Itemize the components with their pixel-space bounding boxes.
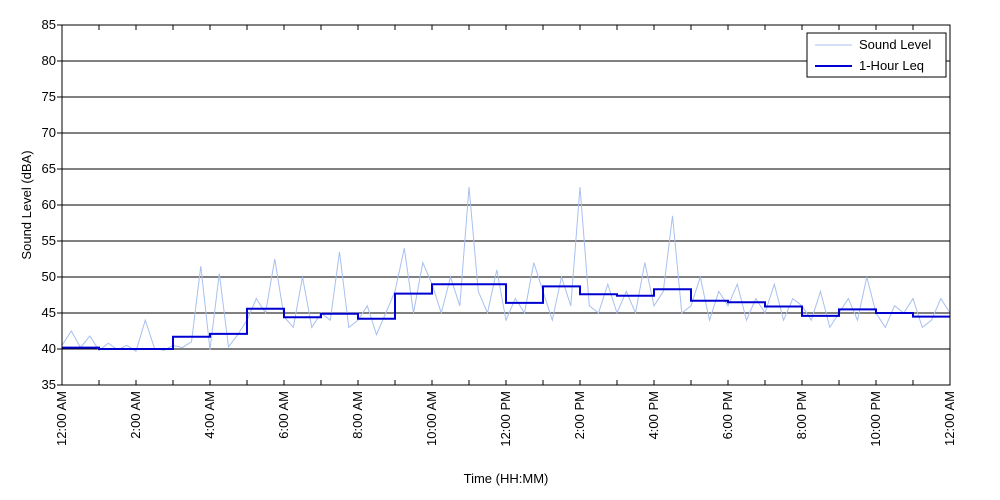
y-tick-label: 70 <box>42 125 56 140</box>
series-sound-level-line <box>61 186 951 352</box>
x-tick-label: 8:00 PM <box>794 391 809 439</box>
x-tick-label: 6:00 AM <box>276 391 291 439</box>
x-tick-label: 12:00 PM <box>498 391 513 447</box>
x-tick-label: 10:00 PM <box>868 391 883 447</box>
x-tick-label: 8:00 AM <box>350 391 365 439</box>
legend-label-1-hour-leq: 1-Hour Leq <box>859 58 924 73</box>
y-tick-label: 45 <box>42 305 56 320</box>
x-tick-label: 4:00 AM <box>202 391 217 439</box>
y-axis: 35 40 45 50 55 60 65 70 75 80 85 <box>42 17 62 392</box>
x-tick-label: 12:00 AM <box>54 391 69 446</box>
x-tick-label: 6:00 PM <box>720 391 735 439</box>
y-tick-label: 40 <box>42 341 56 356</box>
y-tick-label: 35 <box>42 377 56 392</box>
y-axis-title: Sound Level (dBA) <box>19 150 34 259</box>
series-layer <box>61 186 951 352</box>
y-tick-label: 55 <box>42 233 56 248</box>
y-tick-label: 80 <box>42 53 56 68</box>
x-tick-label: 2:00 PM <box>572 391 587 439</box>
x-axis-title: Time (HH:MM) <box>464 471 549 486</box>
y-tick-label: 60 <box>42 197 56 212</box>
legend-label-sound-level: Sound Level <box>859 37 931 52</box>
x-tick-label: 10:00 AM <box>424 391 439 446</box>
x-tick-label: 12:00 AM <box>942 391 957 446</box>
y-tick-label: 75 <box>42 89 56 104</box>
y-tick-label: 85 <box>42 17 56 32</box>
legend: Sound Level 1-Hour Leq <box>806 32 947 78</box>
x-tick-label: 2:00 AM <box>128 391 143 439</box>
legend-box <box>806 32 947 78</box>
series-1-hour-leq-step <box>62 283 950 350</box>
grid-lines <box>62 60 950 350</box>
y-tick-label: 65 <box>42 161 56 176</box>
x-tick-label: 4:00 PM <box>646 391 661 439</box>
x-axis: 12:00 AM 2:00 AM 4:00 AM 6:00 AM 8:00 AM 10:0… <box>54 25 957 447</box>
y-tick-label: 50 <box>42 269 56 284</box>
